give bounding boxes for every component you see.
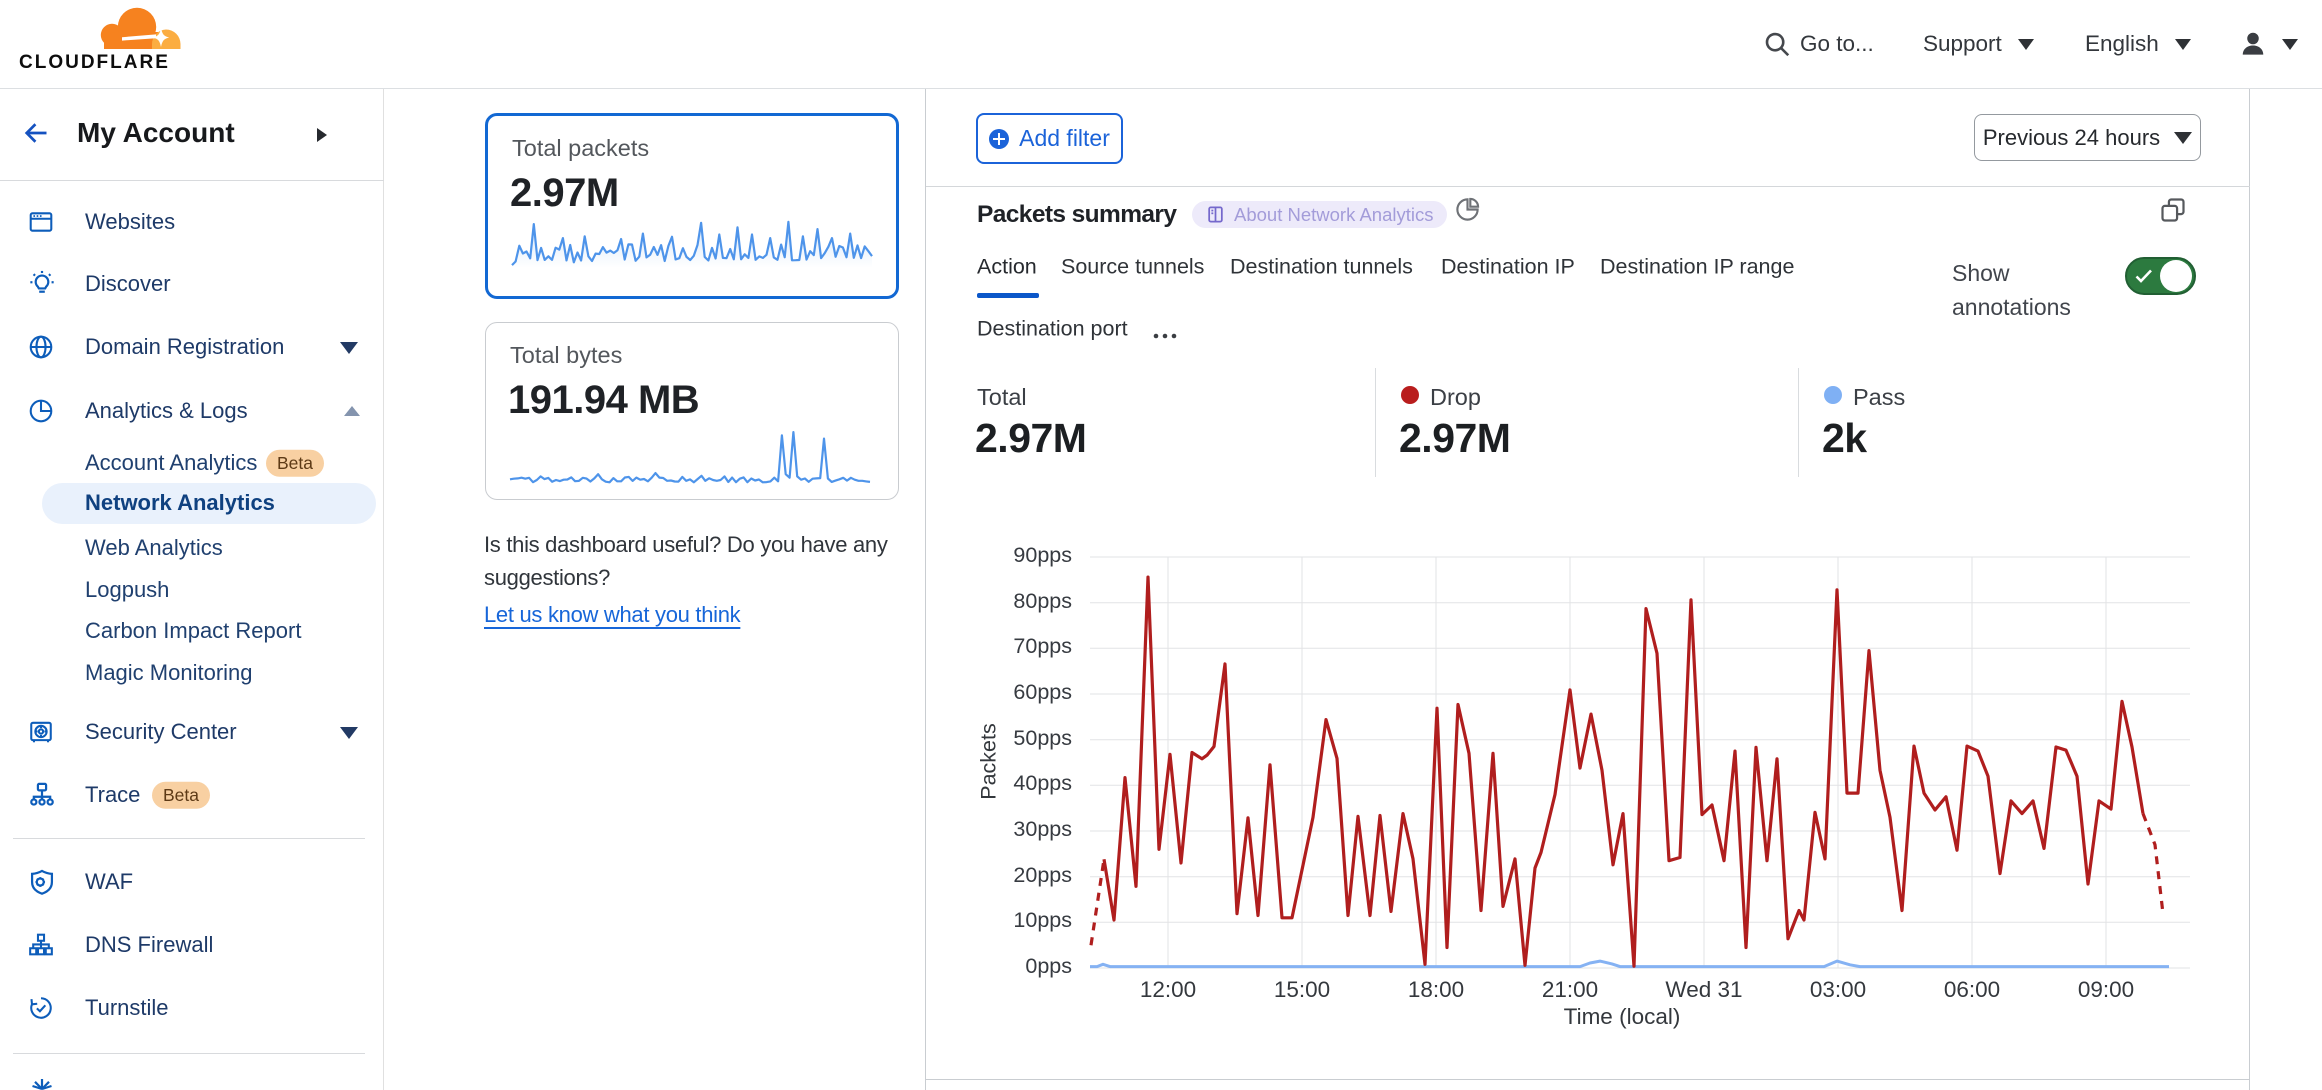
svg-text:CLOUDFLARE: CLOUDFLARE xyxy=(19,52,170,73)
